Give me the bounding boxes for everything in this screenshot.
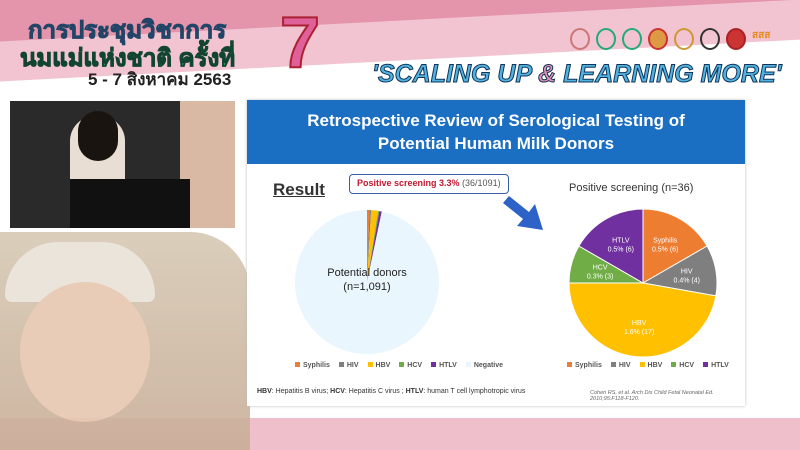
pie-slice-hbv [568, 282, 717, 358]
legend-item: Negative [465, 362, 504, 369]
callout-rest: (36/1091) [459, 178, 501, 188]
legend-swatch [399, 362, 405, 367]
slide-title-line1: Retrospective Review of Serological Test… [307, 111, 685, 130]
legend-swatch [367, 362, 373, 367]
pie-data-label: HCV [593, 265, 608, 272]
left-pie-legend: Syphilis HIV HBV HCV HTLV Negative [295, 362, 503, 369]
child-photo [0, 232, 250, 450]
logo-icon [700, 28, 720, 50]
legend-label: Syphilis [575, 362, 602, 369]
fn-abbr: HCV [330, 388, 345, 395]
logo-icon [726, 28, 746, 50]
child-face [20, 282, 150, 422]
conference-title-line1: การประชุมวิชาการ [27, 17, 227, 45]
conference-date: 5 - 7 สิงหาคม 2563 [88, 70, 232, 89]
pie-slice-htlv [367, 211, 382, 282]
pie-data-label: 0.3% (3) [587, 274, 613, 281]
conference-title-line2: นมแม่แห่งชาติ ครั้งที่ [19, 45, 236, 73]
right-pie-title: Positive screening (n=36) [569, 182, 694, 194]
legend-label: HTLV [439, 362, 457, 369]
pie-data-label: HIV [681, 268, 693, 275]
pie-data-label: 0.5% (6) [652, 247, 678, 254]
logo-icon [674, 28, 694, 50]
legend-swatch [295, 362, 300, 367]
pie-slice-hiv [367, 210, 372, 282]
pie-slice-htlv [578, 208, 644, 284]
legend-item: HIV [610, 362, 631, 369]
slide-header: Retrospective Review of Serological Test… [247, 100, 745, 164]
presentation-slide: Retrospective Review of Serological Test… [247, 100, 745, 406]
logo-icon: สสส [752, 30, 771, 41]
pie-slice-hbv [367, 210, 379, 282]
edition-number: 7 [279, 2, 321, 84]
slide-title-line2: Potential Human Milk Donors [377, 134, 615, 153]
legend-swatch [567, 362, 572, 367]
logo-icon [648, 28, 668, 50]
legend-swatch [671, 362, 677, 367]
callout-bold: Positive screening 3.3% [357, 178, 460, 188]
logo-icon [596, 28, 616, 50]
legend-swatch [431, 362, 437, 367]
right-pie-legend: Syphilis HIV HBV HCV HTLV [567, 362, 729, 369]
logo-icon [622, 28, 642, 50]
legend-label: HCV [679, 362, 695, 369]
legend-label: Negative [473, 362, 504, 369]
fn-text: : Hepatitis B virus; [271, 388, 331, 395]
legend-item: Syphilis [567, 362, 602, 369]
legend-label: HBV [647, 362, 663, 369]
pie-data-label: Syphilis [653, 238, 678, 245]
pie-slice-hcv [367, 210, 380, 282]
pie-center-label: (n=1,091) [343, 281, 390, 293]
result-heading: Result [273, 180, 325, 199]
legend-label: Syphilis [303, 362, 330, 369]
legend-item: Syphilis [295, 362, 330, 369]
legend-item: HCV [671, 362, 694, 369]
speaker-video [10, 101, 235, 228]
arrow-icon [503, 196, 543, 230]
sponsor-logos: สสส [570, 28, 772, 50]
pie-data-label: 0.5% (6) [608, 247, 634, 254]
slogan-amp: & [538, 60, 557, 89]
pie-data-label: HTLV [612, 238, 630, 245]
legend-swatch [465, 362, 471, 367]
fn-text: : Hepatitis C virus ; [344, 388, 406, 395]
legend-label: HIV [618, 362, 631, 369]
legend-swatch [639, 362, 645, 367]
legend-label: HIV [346, 362, 359, 369]
pie-slice-syphilis [367, 210, 370, 282]
legend-swatch [703, 362, 709, 367]
conference-banner: การประชุมวิชาการ นมแม่แห่งชาติ ครั้งที่ … [0, 0, 800, 100]
legend-item: HIV [338, 362, 359, 369]
pie-center-label: Potential donors [327, 267, 407, 279]
legend-swatch [338, 362, 344, 367]
fn-abbr: HTLV [405, 388, 424, 395]
legend-item: HTLV [703, 362, 729, 369]
legend-item: HTLV [431, 362, 457, 369]
slogan-part1: 'SCALING UP [371, 60, 539, 89]
legend-label: HCV [407, 362, 423, 369]
pie-data-label: 0.4% (4) [673, 277, 699, 284]
speaker-hair [78, 111, 118, 161]
slogan-part2: LEARNING MORE' [556, 60, 782, 89]
legend-swatch [610, 362, 616, 367]
pie-slice-syphilis [642, 208, 708, 284]
citation: Cohen RS, et al. Arch Dis Child Fetal Ne… [590, 390, 714, 402]
pie-slice-negative [295, 209, 440, 354]
pie-data-label: 1.6% (17) [624, 329, 654, 336]
legend-item: HBV [367, 362, 391, 369]
legend-label: HTLV [711, 362, 729, 369]
legend-item: HBV [639, 362, 663, 369]
legend-item: HCV [399, 362, 422, 369]
slogan: 'SCALING UP & LEARNING MORE' [371, 60, 782, 89]
pie-data-label: HBV [632, 320, 647, 327]
podium [70, 179, 190, 228]
positive-screening-callout: Positive screening 3.3% (36/1091) [349, 174, 509, 194]
fn-text: : human T cell lymphotropic virus [423, 388, 526, 395]
fn-abbr: HBV [257, 388, 272, 395]
charts-canvas: Potential donors (n=1,091) Syphilis 0.5% (6… [295, 196, 718, 358]
logo-icon [570, 28, 590, 50]
abbreviation-footnote: HBV: Hepatitis B virus; HCV: Hepatitis C… [257, 388, 525, 395]
legend-label: HBV [375, 362, 391, 369]
